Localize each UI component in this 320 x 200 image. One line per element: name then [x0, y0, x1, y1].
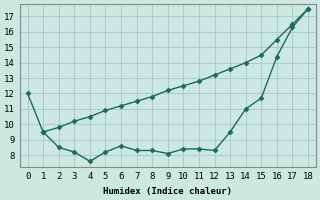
X-axis label: Humidex (Indice chaleur): Humidex (Indice chaleur): [103, 187, 232, 196]
